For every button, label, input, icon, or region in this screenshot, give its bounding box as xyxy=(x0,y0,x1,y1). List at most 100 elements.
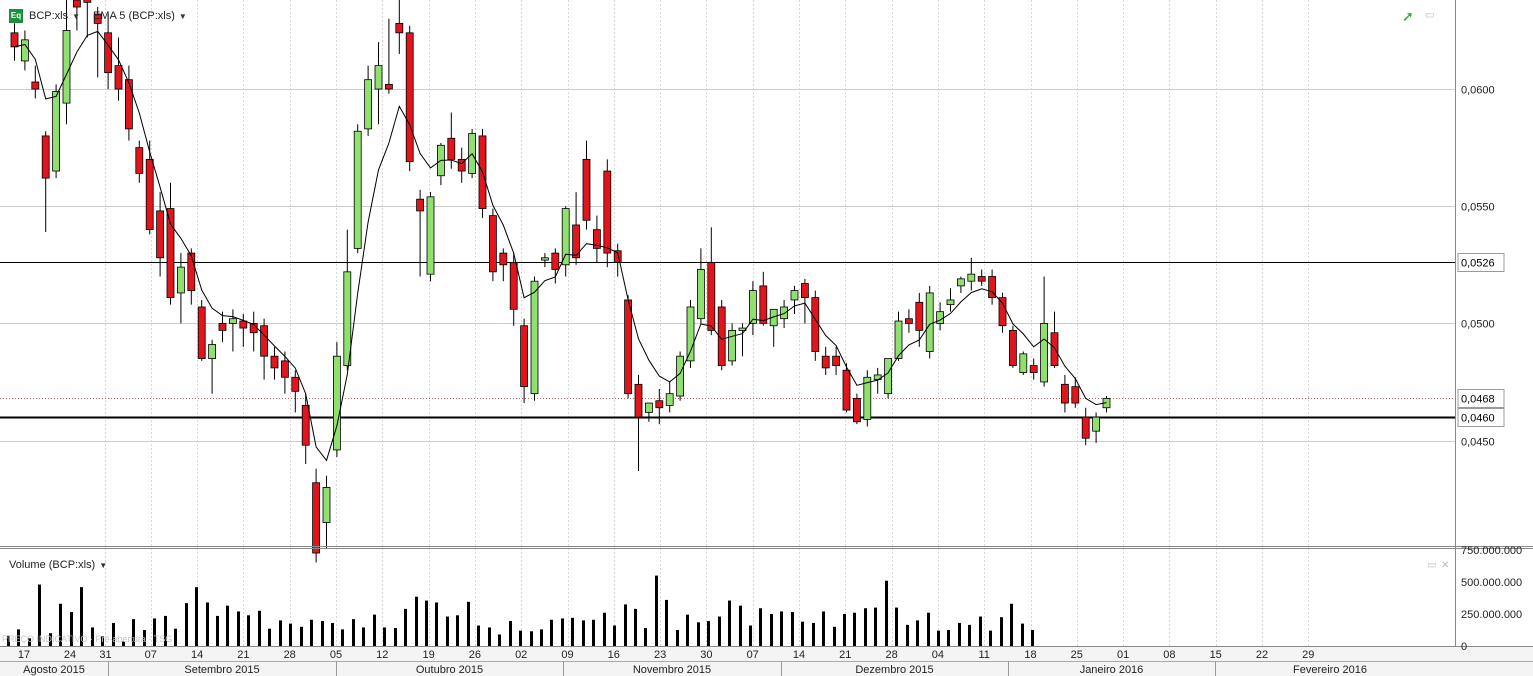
price-tick-label: 0,0450 xyxy=(1461,437,1495,449)
candle-up xyxy=(1019,353,1028,373)
month-label: Outubro 2015 xyxy=(416,664,483,676)
candle-down xyxy=(593,229,601,249)
volume-bar xyxy=(822,611,825,646)
volume-close-icon[interactable]: ✕ xyxy=(1441,560,1450,571)
candle-up xyxy=(530,280,539,395)
candle-up xyxy=(364,79,373,130)
candle-down xyxy=(301,404,310,446)
volume-bar xyxy=(853,612,856,646)
month-label: Janeiro 2016 xyxy=(1080,664,1144,676)
candle-down xyxy=(280,360,289,378)
volume-bar xyxy=(49,633,52,646)
volume-bar xyxy=(509,621,512,646)
candle-up xyxy=(20,39,29,62)
volume-bar xyxy=(759,608,762,646)
volume-bar xyxy=(530,631,533,646)
trend-arrow-icon[interactable]: ➚ xyxy=(1402,8,1414,24)
candle-down xyxy=(801,283,809,299)
date-tick-label: 23 xyxy=(654,649,666,661)
volume-restore-icon[interactable]: ▭ xyxy=(1427,560,1437,571)
month-label: Dezembro 2015 xyxy=(855,664,933,676)
volume-panel-label: Volume (BCP:xls) xyxy=(9,559,96,571)
symbol-selector[interactable]: BCP:xls ▼ xyxy=(29,10,80,22)
price-level-label: 0,0526 xyxy=(1461,258,1495,270)
candle-down xyxy=(239,320,248,329)
volume-bar xyxy=(247,615,250,646)
volume-bar xyxy=(1021,623,1024,646)
candle-up xyxy=(343,271,352,366)
date-tick-label: 28 xyxy=(284,649,296,661)
price-level-tag xyxy=(1457,408,1505,427)
volume-bar xyxy=(362,627,365,646)
volume-bar xyxy=(874,607,877,646)
volume-bar xyxy=(885,580,888,646)
panel-restore-icon[interactable]: ▭ xyxy=(1425,10,1435,21)
volume-bar xyxy=(268,628,271,646)
volume-bar xyxy=(770,614,773,646)
volume-bar xyxy=(613,625,616,646)
volume-bar xyxy=(540,629,543,646)
date-tick-label: 07 xyxy=(145,649,157,661)
date-tick-label: 30 xyxy=(700,649,712,661)
volume-bar xyxy=(906,624,909,646)
candle-down xyxy=(384,83,393,90)
symbol-dropdown-icon[interactable]: ▼ xyxy=(72,12,81,21)
volume-bar xyxy=(812,622,815,646)
volume-bar xyxy=(185,603,188,646)
candle-down xyxy=(416,198,425,212)
candle-down xyxy=(125,79,133,130)
candle-up xyxy=(1092,416,1100,432)
volume-bar xyxy=(59,603,62,646)
symbol-label: BCP:xls xyxy=(29,10,69,22)
volume-bar xyxy=(91,627,94,646)
volume-bar xyxy=(833,626,836,646)
volume-bar xyxy=(7,635,10,646)
volume-bar xyxy=(132,619,135,646)
volume-bar xyxy=(728,600,731,646)
candle-down xyxy=(853,397,861,423)
date-tick-label: 18 xyxy=(1024,649,1036,661)
candle-series xyxy=(10,0,1111,563)
candle-down xyxy=(977,276,986,282)
candle-down xyxy=(520,325,528,388)
volume-bar xyxy=(404,608,407,646)
candle-down xyxy=(998,297,1007,327)
month-label: Novembro 2015 xyxy=(633,664,711,676)
candle-down xyxy=(457,158,466,172)
candle-down xyxy=(634,383,643,418)
equity-symbol-icon[interactable]: Eq xyxy=(9,9,23,23)
volume-bar xyxy=(164,615,167,646)
candle-down xyxy=(905,318,913,324)
candle-up xyxy=(790,290,799,301)
candle-up xyxy=(52,90,60,172)
candle-down xyxy=(707,262,716,331)
volume-panel-selector[interactable]: Volume (BCP:xls) ▼ xyxy=(9,559,107,571)
volume-dropdown-icon[interactable]: ▼ xyxy=(99,561,108,570)
price-level-label: 0,0460 xyxy=(1461,413,1495,425)
date-tick-label: 25 xyxy=(1071,649,1083,661)
candle-down xyxy=(572,224,580,259)
indicator-selector[interactable]: EMA 5 (BCP:xls) ▼ xyxy=(93,10,187,22)
candle-down xyxy=(104,32,112,74)
volume-bar-series xyxy=(7,575,1034,646)
date-tick-label: 26 xyxy=(469,649,481,661)
candle-up xyxy=(665,393,674,406)
candle-up xyxy=(1040,322,1048,383)
volume-bar xyxy=(456,615,459,646)
volume-bar xyxy=(143,630,146,646)
volume-bar xyxy=(435,602,438,646)
month-label: Fevereiro 2016 xyxy=(1293,664,1367,676)
volume-bar xyxy=(174,628,177,646)
candle-down xyxy=(83,0,92,3)
price-level-label: 0,0468 xyxy=(1461,394,1495,406)
date-tick-label: 05 xyxy=(330,649,342,661)
volume-bar xyxy=(300,626,303,646)
candle-down xyxy=(582,158,591,221)
volume-bar xyxy=(237,611,240,646)
candle-down xyxy=(759,285,768,324)
volume-bar xyxy=(321,621,324,646)
indicator-dropdown-icon[interactable]: ▼ xyxy=(178,12,187,21)
volume-tick-label: 750.000.000 xyxy=(1461,545,1522,557)
volume-bar xyxy=(895,607,898,646)
